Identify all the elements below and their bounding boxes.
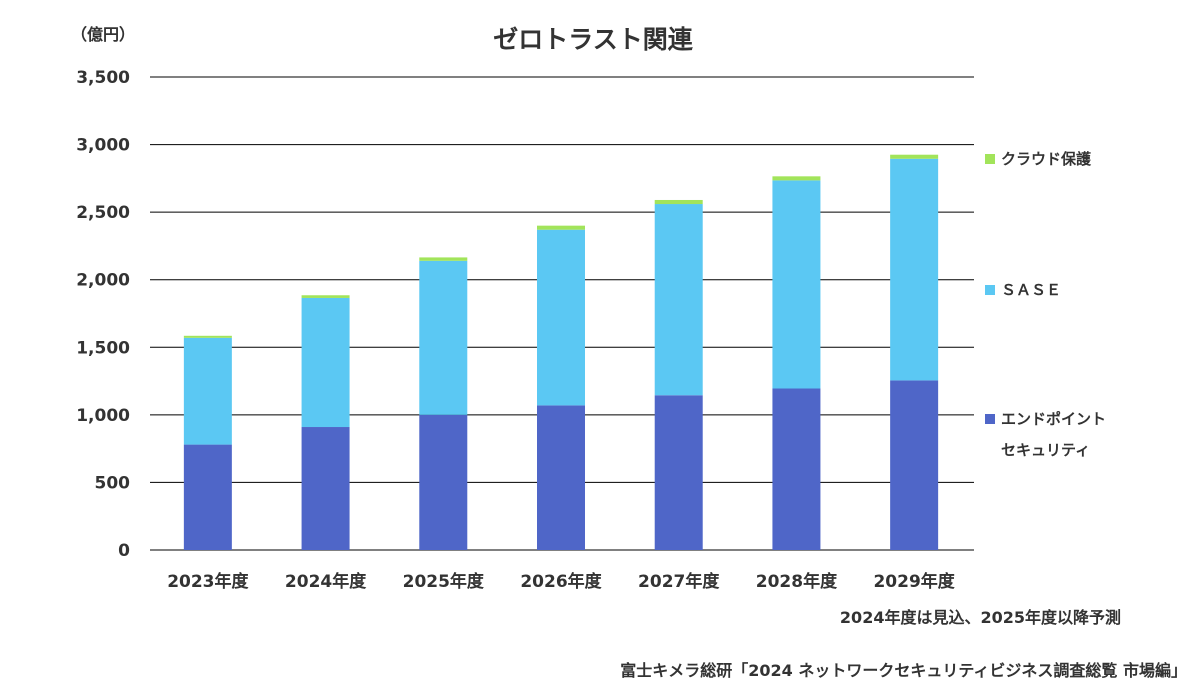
y-tick-label: 0 [118, 541, 130, 561]
y-tick-label: 1,000 [76, 406, 130, 426]
bars [183, 154, 939, 550]
y-axis-unit-label: （億円） [71, 25, 135, 44]
bar-segment-series0-5 [772, 388, 821, 550]
forecast-note: 2024年度は見込、2025年度以降予測 [840, 608, 1121, 627]
legend-swatch-series2 [985, 154, 995, 164]
y-tick-label: 3,500 [76, 68, 130, 88]
legend-label-series0: エンドポイント [1001, 410, 1106, 428]
x-tick-label: 2028年度 [756, 571, 838, 592]
y-tick-label: 1,500 [76, 338, 130, 358]
bar-segment-series1-2 [419, 260, 468, 415]
bar-segment-series1-4 [654, 204, 703, 396]
legend-label-series1: ＳＡＳＥ [1001, 281, 1061, 299]
bar-segment-series2-3 [537, 225, 585, 230]
bar-segment-series0-2 [419, 414, 468, 550]
source-note: 富士キメラ総研「2024 ネットワークセキュリティビジネス調査総覧 市場編」 [620, 661, 1187, 680]
y-axis-tick-labels: 0 500 1,000 1,500 2,000 2,500 3,000 3,500 [76, 68, 130, 561]
bar-segment-series1-3 [537, 229, 585, 406]
x-axis-tick-labels: 2023年度 2024年度 2025年度 2026年度 2027年度 2028年度 2029… [167, 571, 956, 592]
x-tick-label: 2027年度 [638, 571, 720, 592]
x-tick-label: 2023年度 [167, 571, 249, 592]
chart-title: ゼロトラスト関連 [493, 25, 694, 54]
bar-segment-series2-2 [419, 257, 468, 261]
bar-segment-series1-1 [301, 297, 350, 428]
bar-segment-series1-5 [772, 180, 821, 389]
bar-segment-series2-5 [772, 176, 821, 181]
x-tick-label: 2026年度 [520, 571, 602, 592]
bar-segment-series0-4 [654, 395, 703, 550]
bar-segment-series2-1 [301, 295, 350, 298]
bar-segment-series1-0 [183, 337, 232, 445]
legend-label-series0: セキュリティ [1001, 441, 1090, 459]
bar-segment-series2-4 [654, 199, 703, 205]
y-tick-label: 2,000 [76, 271, 130, 291]
bar-segment-series1-6 [890, 158, 939, 381]
bar-segment-series0-0 [183, 444, 232, 550]
y-tick-label: 500 [95, 473, 131, 493]
legend-label-series2: クラウド保護 [1001, 150, 1092, 168]
x-tick-label: 2024年度 [285, 571, 367, 592]
x-tick-label: 2025年度 [403, 571, 485, 592]
legend-swatch-series0 [985, 414, 995, 424]
legend-swatch-series1 [985, 285, 995, 295]
bar-segment-series0-1 [301, 427, 350, 550]
bar-segment-series2-6 [890, 154, 939, 159]
bar-segment-series0-6 [890, 380, 939, 550]
bar-segment-series2-0 [183, 335, 232, 338]
bar-segment-series0-3 [537, 405, 585, 550]
x-tick-label: 2029年度 [873, 571, 955, 592]
y-tick-label: 2,500 [76, 203, 130, 223]
y-tick-label: 3,000 [76, 136, 130, 156]
